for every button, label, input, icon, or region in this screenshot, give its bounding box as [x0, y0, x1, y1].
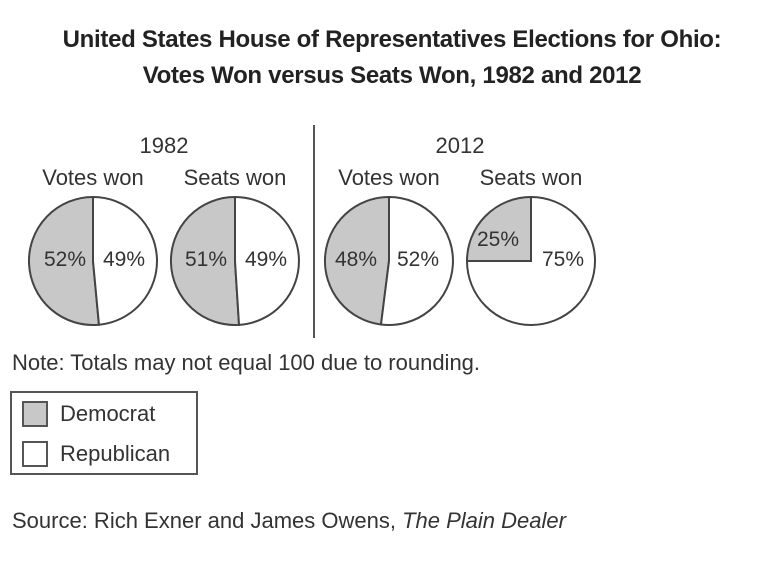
- slice-label-2012-votes-democrat: 48%: [335, 248, 377, 271]
- source-prefix: Source: Rich Exner and James Owens,: [12, 508, 403, 533]
- pie-slice-2012-seats-democrat: [465, 195, 532, 262]
- chart-title-line-1: United States House of Representatives E…: [62, 26, 722, 53]
- pie-slice-2012-votes-republican: [379, 195, 454, 326]
- pie-slice-1982-votes-democrat: [28, 195, 101, 326]
- slice-label-2012-votes-republican: 52%: [397, 248, 439, 271]
- legend-swatch-republican: [22, 441, 48, 467]
- pie-charts: 1982 2012 Votes won Seats won Votes won …: [28, 125, 596, 338]
- source-credit: Source: Rich Exner and James Owens, The …: [12, 508, 566, 534]
- chart-title: United States House of Representatives E…: [0, 22, 784, 94]
- pie-slice-1982-seats-democrat: [169, 195, 241, 326]
- pie-slice-2012-seats-republican: [465, 195, 596, 326]
- pie-slice-1982-votes-republican: [92, 195, 158, 326]
- slice-label-1982-votes-republican: 49%: [103, 248, 145, 271]
- legend-item-democrat: Democrat: [22, 399, 155, 429]
- legend-label-republican: Republican: [60, 441, 171, 466]
- legend-item-republican: Republican: [22, 439, 170, 469]
- chart-label-1982-seats: Seats won: [184, 165, 287, 190]
- slice-label-1982-seats-republican: 49%: [245, 248, 287, 271]
- legend-label-democrat: Democrat: [60, 401, 156, 426]
- chart-label-1982-votes: Votes won: [42, 165, 144, 190]
- chart-title-line-2: Votes Won versus Seats Won, 1982 and 201…: [142, 62, 642, 89]
- year-label-2012: 2012: [436, 133, 485, 158]
- chart-label-2012-seats: Seats won: [480, 165, 583, 190]
- slice-label-2012-seats-democrat: 25%: [477, 228, 519, 251]
- rounding-note: Note: Totals may not equal 100 due to ro…: [12, 350, 481, 375]
- year-label-1982: 1982: [140, 133, 189, 158]
- pie-slice-1982-seats-republican: [234, 195, 300, 326]
- slice-label-1982-votes-democrat: 52%: [44, 248, 86, 271]
- chart-label-2012-votes: Votes won: [338, 165, 440, 190]
- source-publication: The Plain Dealer: [402, 508, 566, 533]
- slice-label-1982-seats-democrat: 51%: [185, 248, 227, 271]
- slice-label-2012-seats-republican: 75%: [542, 248, 584, 271]
- pie-slice-2012-votes-democrat: [323, 195, 390, 326]
- legend-swatch-democrat: [22, 401, 48, 427]
- legend: Democrat Republican: [10, 391, 198, 475]
